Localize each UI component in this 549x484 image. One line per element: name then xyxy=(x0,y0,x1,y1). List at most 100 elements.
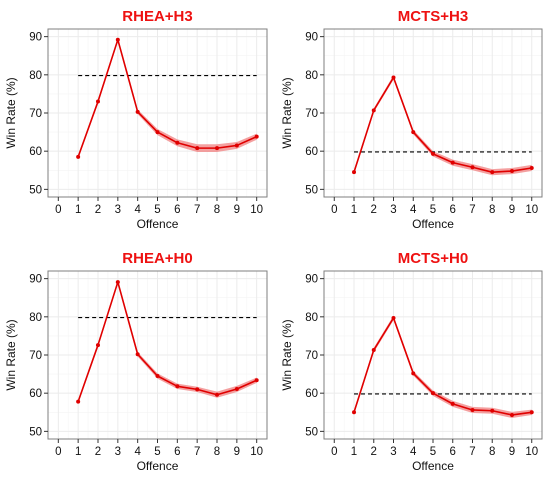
data-point xyxy=(254,378,259,383)
series-line xyxy=(353,317,532,416)
data-point xyxy=(391,75,396,80)
x-tick-label: 7 xyxy=(194,204,200,216)
y-tick-label: 50 xyxy=(305,426,318,438)
chart-panel-4: 0 1 2 3 4 5 6 7 8 9 10 50 60 70 80 90 Offence Win Rate (%… xyxy=(280,250,543,473)
x-tick-label: 6 xyxy=(174,204,180,216)
x-tick-label: 5 xyxy=(430,204,436,216)
data-point xyxy=(234,143,239,148)
y-tick-label: 70 xyxy=(29,108,42,120)
x-tick-label: 6 xyxy=(174,446,180,458)
x-tick-label: 3 xyxy=(115,446,121,458)
data-point xyxy=(155,130,160,135)
x-tick-label: 8 xyxy=(489,204,495,216)
x-tick-label: 8 xyxy=(489,446,495,458)
y-tick-label: 60 xyxy=(29,146,42,158)
series-line xyxy=(353,76,532,173)
y-tick-label: 80 xyxy=(29,70,42,82)
y-tick-label: 90 xyxy=(29,274,42,286)
data-point xyxy=(155,374,160,378)
x-tick-label: 7 xyxy=(469,446,475,458)
y-tick-label: 50 xyxy=(29,426,42,438)
data-point xyxy=(135,109,140,114)
x-axis-title: Offence xyxy=(412,217,454,231)
data-point xyxy=(95,99,100,104)
x-tick-label: 0 xyxy=(331,204,337,216)
x-tick-label: 3 xyxy=(115,204,121,216)
data-point xyxy=(352,410,357,415)
x-tick-label: 2 xyxy=(95,204,101,216)
data-point xyxy=(215,392,220,397)
data-point xyxy=(509,412,514,417)
x-tick-label: 8 xyxy=(214,446,220,458)
x-tick-label: 0 xyxy=(55,204,61,216)
x-tick-label: 7 xyxy=(469,204,475,216)
chart-title: RHEA+H3 xyxy=(122,8,192,25)
x-tick-label: 1 xyxy=(75,204,81,216)
data-point xyxy=(411,130,416,135)
x-axis-title: Offence xyxy=(412,459,454,473)
data-point xyxy=(371,108,376,113)
confidence-band xyxy=(78,37,257,159)
y-tick-label: 90 xyxy=(305,274,318,286)
data-point xyxy=(411,371,416,376)
x-tick-label: 4 xyxy=(410,204,417,216)
data-point xyxy=(234,386,239,391)
x-tick-label: 5 xyxy=(154,204,160,216)
y-tick-label: 60 xyxy=(29,388,42,400)
data-point xyxy=(490,408,495,413)
x-tick-label: 8 xyxy=(214,204,220,216)
x-tick-label: 5 xyxy=(430,446,436,458)
chart-title: MCTS+H0 xyxy=(398,250,468,267)
data-point xyxy=(352,170,357,175)
y-tick-label: 60 xyxy=(305,388,318,400)
confidence-band xyxy=(78,280,257,404)
y-tick-label: 90 xyxy=(29,32,42,44)
y-tick-label: 70 xyxy=(29,350,42,362)
chart-title: RHEA+H0 xyxy=(122,250,192,267)
x-tick-label: 4 xyxy=(134,204,141,216)
x-tick-label: 1 xyxy=(351,446,357,458)
data-point xyxy=(195,387,200,392)
x-tick-label: 9 xyxy=(234,446,240,458)
y-tick-label: 50 xyxy=(305,184,318,196)
y-axis-title: Win Rate (%) xyxy=(4,319,18,390)
y-tick-label: 80 xyxy=(29,312,42,324)
data-point xyxy=(175,384,180,389)
series-line xyxy=(77,281,258,402)
x-tick-label: 3 xyxy=(390,204,396,216)
y-tick-label: 90 xyxy=(305,32,318,44)
series-line xyxy=(77,38,258,158)
data-point xyxy=(195,146,200,151)
x-tick-label: 2 xyxy=(371,204,377,216)
data-point xyxy=(115,280,120,285)
data-point xyxy=(529,410,534,415)
x-tick-label: 1 xyxy=(351,204,357,216)
y-tick-label: 80 xyxy=(305,70,318,82)
x-tick-label: 10 xyxy=(525,204,538,216)
y-tick-label: 50 xyxy=(29,184,42,196)
data-point xyxy=(470,165,475,170)
x-tick-label: 3 xyxy=(390,446,396,458)
y-tick-label: 60 xyxy=(305,146,318,158)
data-point xyxy=(470,407,475,412)
x-tick-label: 10 xyxy=(525,446,538,458)
data-point xyxy=(115,37,120,42)
x-tick-label: 10 xyxy=(250,204,263,216)
y-axis-title: Win Rate (%) xyxy=(280,319,294,390)
data-point xyxy=(450,160,455,165)
x-tick-label: 2 xyxy=(371,446,377,458)
x-axis-title: Offence xyxy=(137,217,179,231)
data-point xyxy=(371,348,376,353)
chart-panel-3: 0 1 2 3 4 5 6 7 8 9 10 50 60 70 80 90 Offence Win Rate (%… xyxy=(4,250,268,473)
data-point xyxy=(135,352,140,357)
y-tick-label: 70 xyxy=(305,350,318,362)
data-point xyxy=(391,315,396,320)
data-point xyxy=(450,401,455,406)
data-point xyxy=(509,169,514,174)
x-tick-label: 2 xyxy=(95,446,101,458)
x-tick-label: 1 xyxy=(75,446,81,458)
x-tick-label: 9 xyxy=(234,204,240,216)
data-point xyxy=(431,151,435,156)
chart-panel-2: 0 1 2 3 4 5 6 7 8 9 10 50 60 70 80 90 Offence Win Rate (%… xyxy=(280,8,543,231)
